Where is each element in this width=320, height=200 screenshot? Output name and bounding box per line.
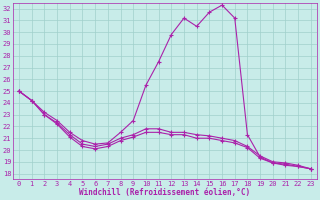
X-axis label: Windchill (Refroidissement éolien,°C): Windchill (Refroidissement éolien,°C) (79, 188, 251, 197)
